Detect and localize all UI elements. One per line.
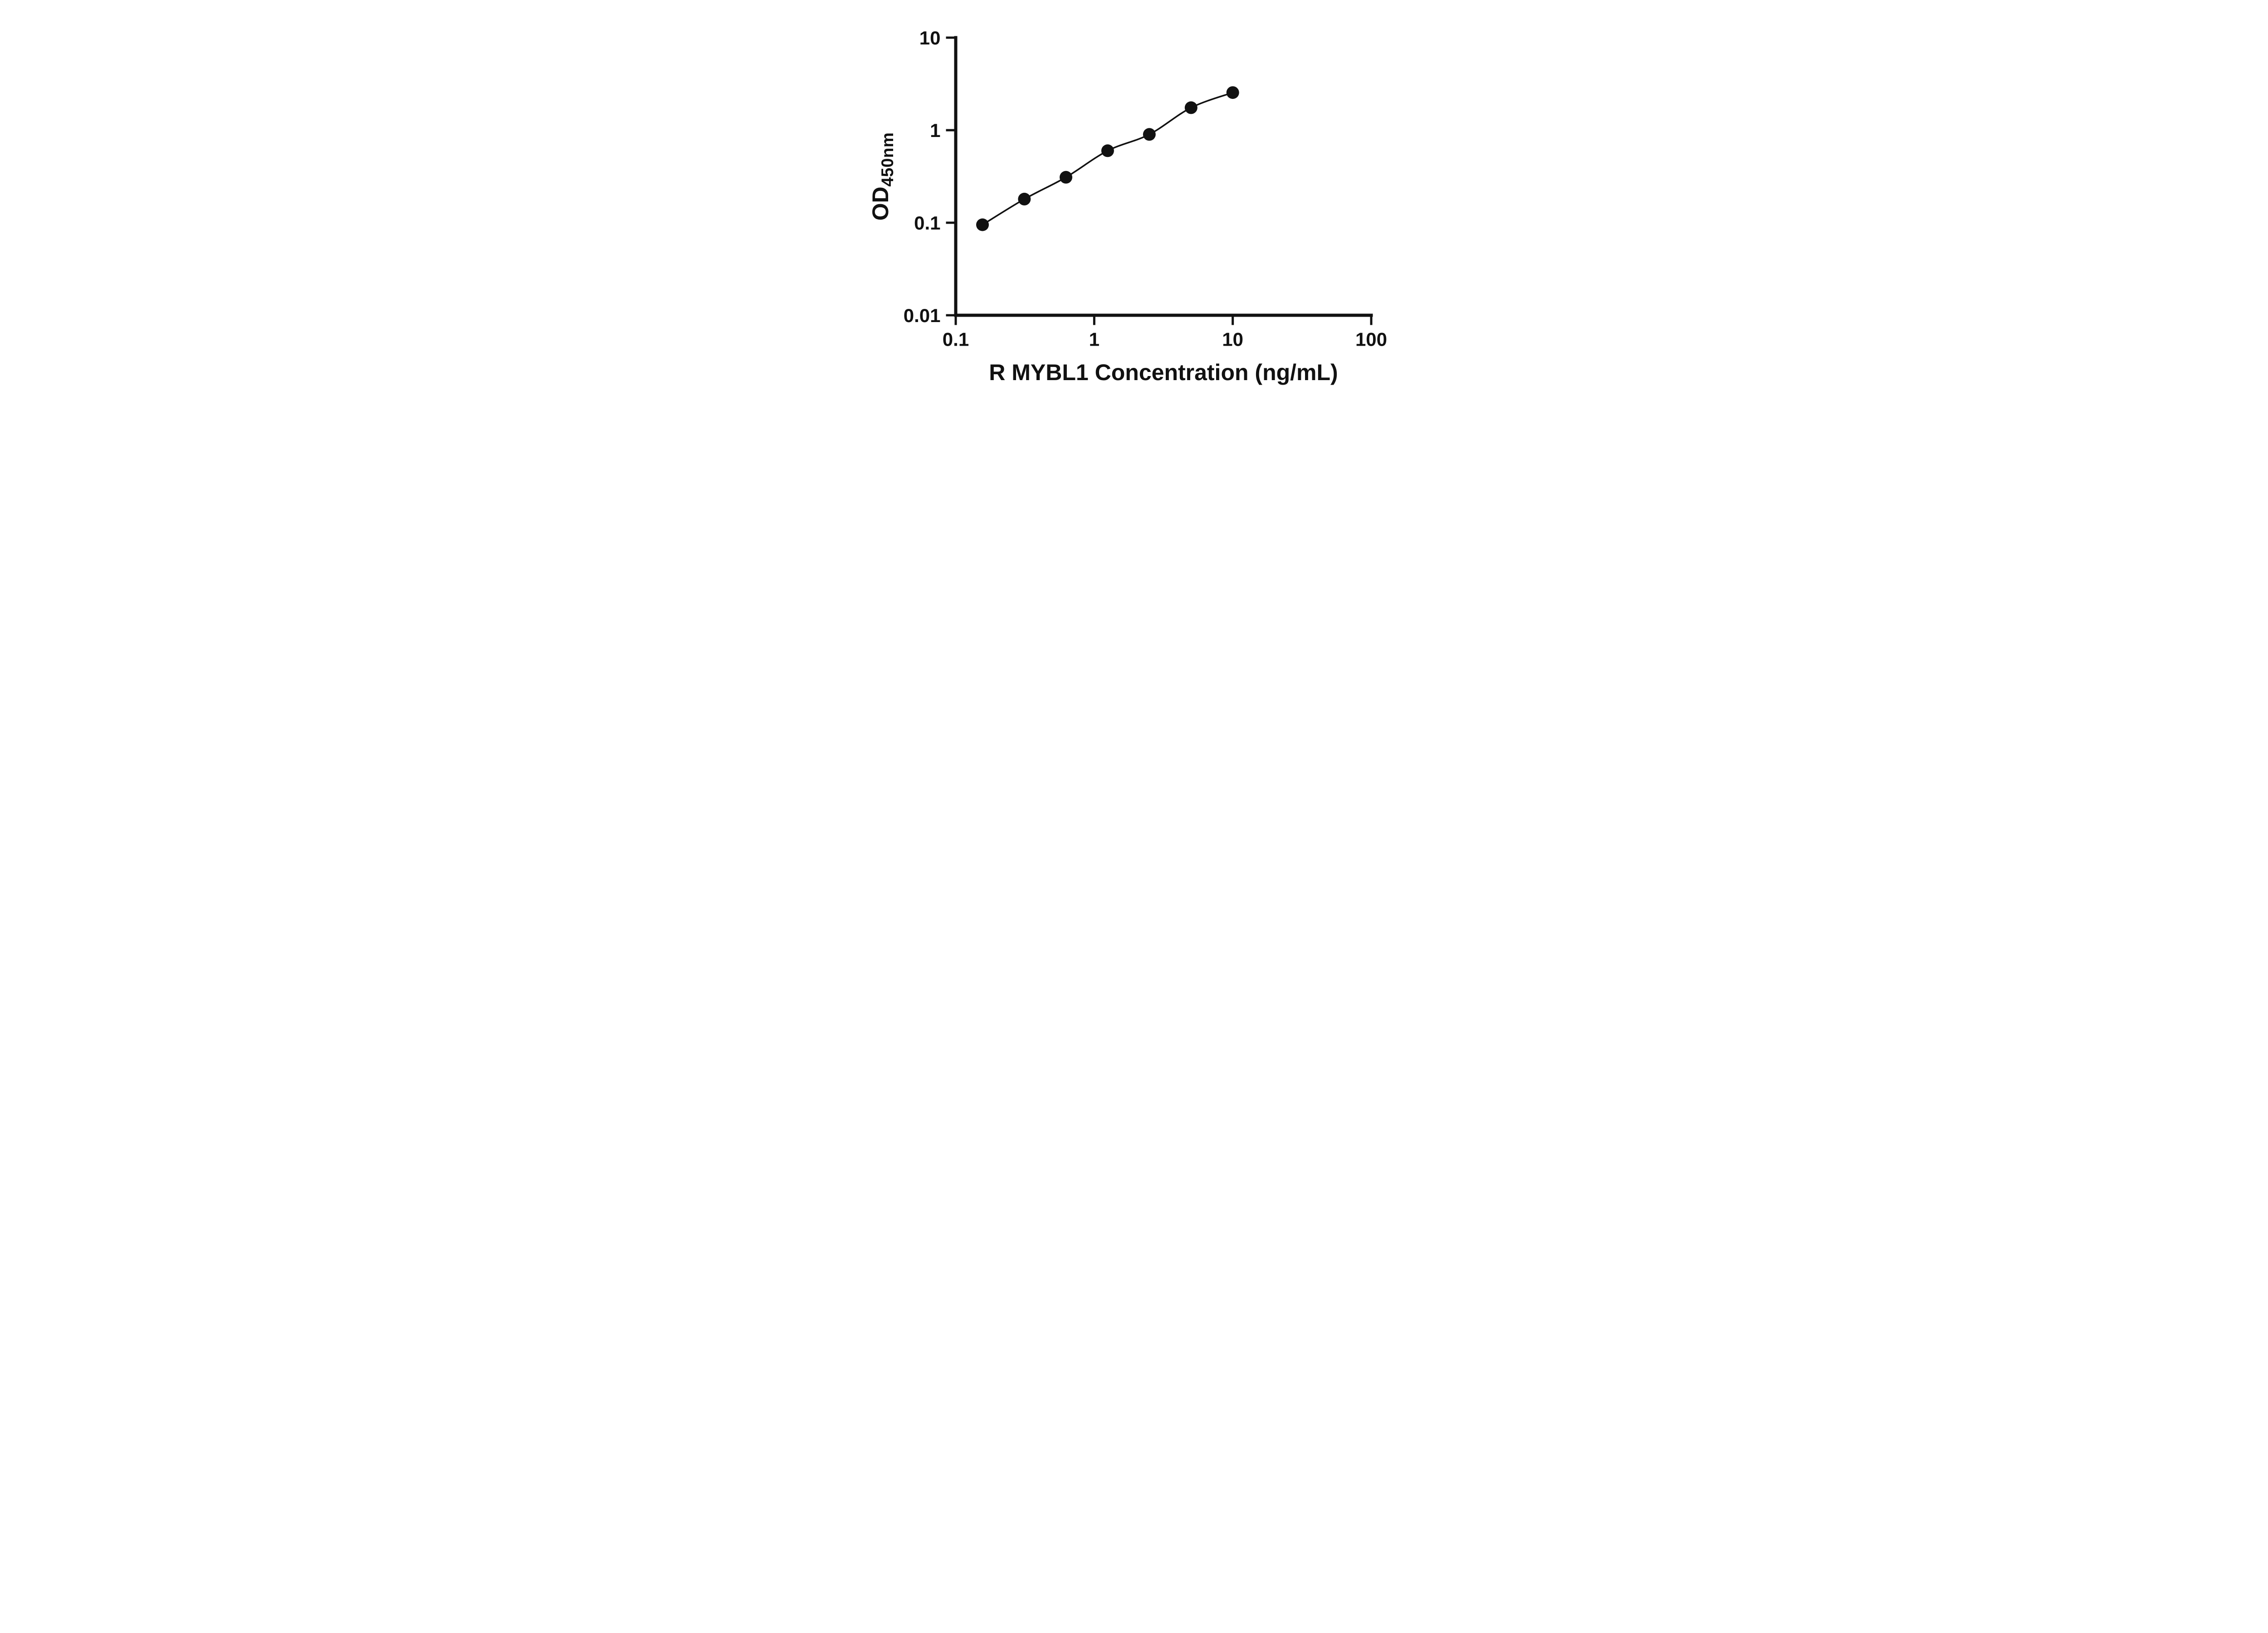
y-axis-title-main: OD — [868, 186, 893, 221]
data-point — [976, 218, 989, 231]
y-tick-label: 0.1 — [914, 212, 940, 234]
y-axis-title-subscript: 450nm — [878, 132, 897, 187]
data-point — [1060, 171, 1072, 184]
data-point — [1018, 192, 1031, 205]
y-tick-label: 0.01 — [904, 305, 941, 326]
data-point — [1226, 86, 1239, 99]
data-point — [1184, 101, 1198, 114]
elisa-standard-curve-figure: 0.1 1 10 100 0.01 0.1 1 10 R MYBL1 Concentratio… — [842, 0, 1426, 408]
x-tick-label: 10 — [1222, 329, 1243, 350]
data-point — [1101, 144, 1114, 157]
x-axis-title: R MYBL1 Concentration (ng/mL) — [989, 360, 1338, 385]
data-point — [1143, 128, 1156, 141]
y-tick-label: 1 — [930, 120, 940, 141]
y-axis-title: OD450nm — [867, 132, 897, 221]
x-tick-label: 100 — [1355, 329, 1387, 350]
y-tick-label: 10 — [919, 27, 941, 49]
x-tick-label: 1 — [1089, 329, 1100, 350]
x-tick-label: 0.1 — [943, 329, 969, 350]
